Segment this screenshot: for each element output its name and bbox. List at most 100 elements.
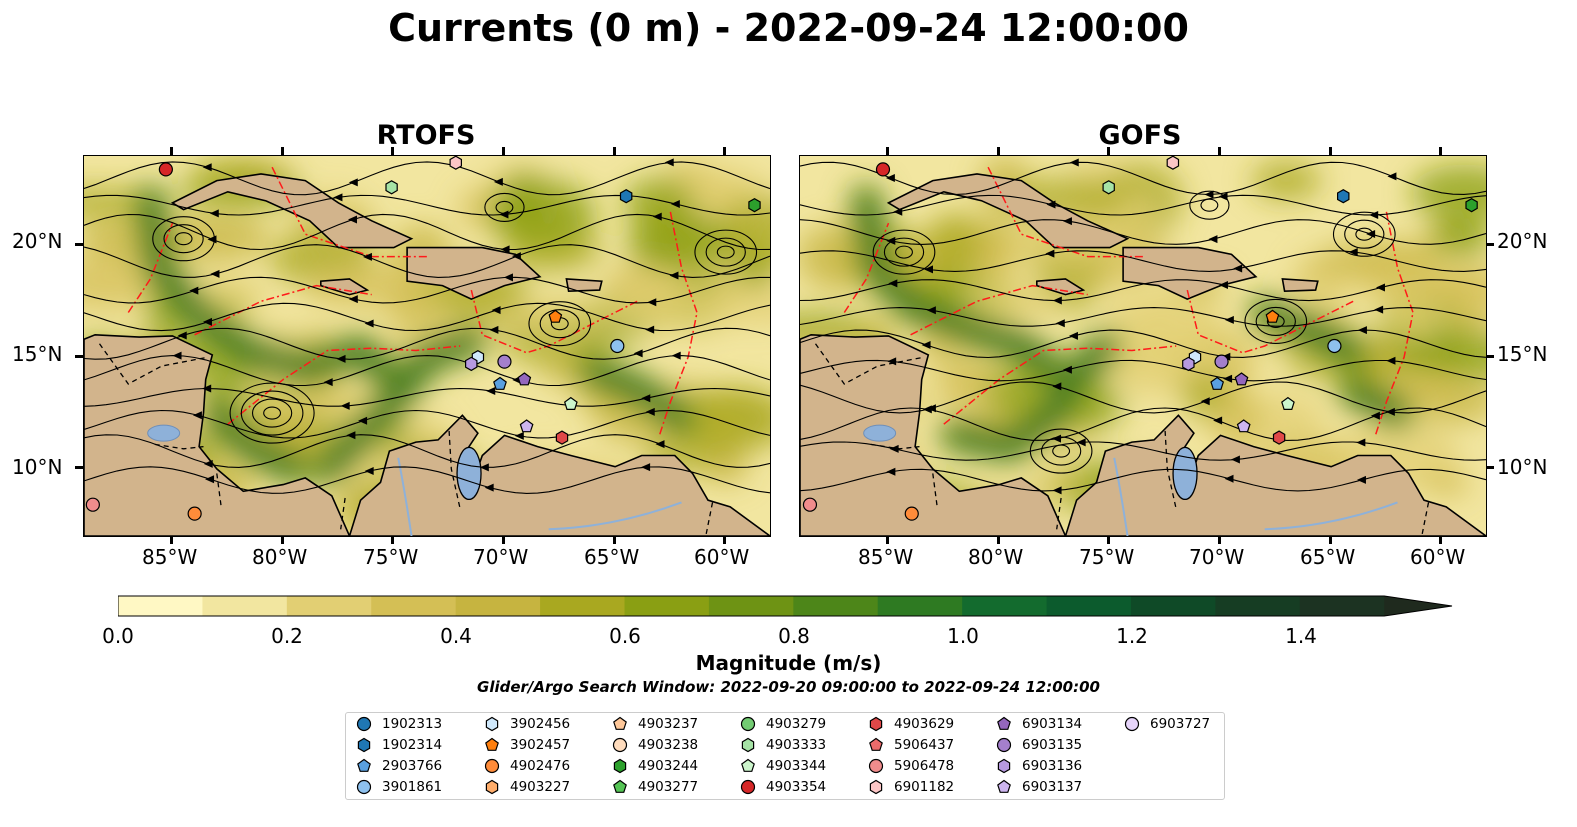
float-marker-4902476 [187, 506, 202, 521]
legend-item: 6903136 [996, 756, 1082, 776]
hexagon-marker-icon [869, 779, 883, 795]
legend-item: 6901182 [868, 777, 954, 797]
pentagon-marker-icon [357, 758, 371, 772]
circle-marker-icon [996, 737, 1012, 753]
legend-label: 4903333 [766, 737, 827, 753]
colorbar-segment [1046, 596, 1132, 616]
float-marker-6903136 [465, 356, 478, 372]
lon-tick-bottom [886, 536, 890, 544]
float-marker-3902457 [1265, 309, 1280, 323]
float-legend: 1902313 1902314 2903766 3901861 3902456 39024… [345, 712, 1225, 800]
lat-label-10n-right: 10°N [1497, 455, 1548, 479]
colorbar-segment [202, 596, 288, 616]
lon-label-80w-rtofs: 80°W [252, 545, 308, 569]
float-marker-2903766 [1210, 376, 1225, 390]
legend-item: 6903727 [1124, 714, 1210, 734]
lon-label-60w-rtofs: 60°W [694, 545, 750, 569]
colorbar-tick-0: 0.0 [102, 624, 134, 648]
lon-label-60w-gofs: 60°W [1410, 545, 1466, 569]
lat-tick-left [75, 466, 83, 470]
colorbar-gradient [117, 595, 1453, 617]
search-window-text: Glider/Argo Search Window: 2022-09-20 09… [477, 678, 1100, 696]
legend-item: 3902457 [484, 735, 570, 755]
lat-tick-right [1486, 466, 1494, 470]
lon-tick-bottom [996, 536, 1000, 544]
panel-title-rtofs: RTOFS [376, 120, 476, 151]
legend-label: 4903238 [638, 737, 699, 753]
float-marker-6903135 [497, 354, 512, 369]
float-marker-3901861 [1327, 338, 1342, 354]
float-marker-6903137 [519, 419, 534, 433]
hexagon-marker-icon [485, 779, 499, 795]
float-marker-6903136 [1182, 356, 1195, 372]
legend-label: 4902476 [510, 758, 571, 774]
map-gofs [799, 155, 1487, 537]
float-marker-4903344 [563, 396, 578, 410]
float-marker-4903333 [1102, 180, 1115, 195]
float-marker-4903244 [748, 198, 761, 213]
lat-tick-left [75, 354, 83, 358]
colorbar-segment [624, 596, 710, 616]
lon-tick-top [886, 147, 890, 155]
colorbar-segment [1215, 596, 1301, 616]
lon-tick-bottom [501, 536, 505, 544]
lon-tick-bottom [723, 536, 727, 544]
float-marker-3901861 [610, 338, 625, 354]
pentagon-marker-icon [997, 779, 1011, 793]
lon-tick-top [612, 147, 616, 155]
circle-marker-icon [868, 758, 884, 774]
lon-tick-top [1328, 147, 1332, 155]
circle-marker-icon [356, 779, 372, 795]
legend-label: 4903354 [766, 779, 827, 795]
float-marker-4903344 [1281, 396, 1295, 410]
legend-label: 6903135 [1022, 737, 1083, 753]
float-marker-4903354 [158, 162, 173, 177]
panel-title-gofs: GOFS [1098, 120, 1182, 151]
legend-item: 1902314 [356, 735, 442, 755]
float-marker-5906478 [802, 497, 818, 512]
legend-item: 4903237 [612, 714, 698, 734]
float-marker-4903354 [875, 162, 891, 177]
colorbar-tick-4: 0.8 [778, 624, 810, 648]
lat-tick-right [1486, 354, 1494, 358]
colorbar-segment [371, 596, 457, 616]
float-marker-6903134 [517, 372, 532, 386]
legend-label: 6903727 [1150, 716, 1211, 732]
float-marker-6903137 [1236, 419, 1251, 433]
float-marker-4903244 [1465, 198, 1478, 213]
float-marker-4903629 [1272, 430, 1286, 445]
legend-label: 6903136 [1022, 758, 1083, 774]
float-marker-3902457 [548, 309, 563, 323]
colorbar [117, 595, 1453, 617]
legend-item: 5906437 [868, 735, 954, 755]
lat-tick-right [1486, 242, 1494, 246]
legend-item: 4902476 [484, 756, 570, 776]
lat-label-10n-left: 10°N [12, 455, 63, 479]
legend-item: 4903279 [740, 714, 826, 734]
float-marker-6903134 [1234, 372, 1249, 386]
lon-tick-top [170, 147, 174, 155]
colorbar-segment [1130, 596, 1216, 616]
circle-marker-icon [612, 737, 628, 753]
colorbar-segment [708, 596, 794, 616]
colorbar-segment [118, 596, 203, 616]
float-marker-4902476 [904, 506, 919, 521]
legend-label: 3901861 [382, 779, 443, 795]
legend-label: 3902457 [510, 737, 571, 753]
float-marker-6903135 [1214, 354, 1229, 369]
hexagon-marker-icon [485, 716, 499, 732]
colorbar-tick-2: 0.4 [440, 624, 472, 648]
legend-item: 1902313 [356, 714, 442, 734]
lon-tick-top [391, 147, 395, 155]
circle-marker-icon [1124, 716, 1140, 732]
lon-tick-top [280, 147, 284, 155]
legend-item: 4903244 [612, 756, 698, 776]
lon-tick-top [996, 147, 1000, 155]
lat-label-20n-left: 20°N [12, 229, 63, 253]
legend-label: 4903629 [894, 716, 955, 732]
float-marker-4903629 [555, 430, 569, 445]
legend-item: 5906478 [868, 756, 954, 776]
lon-label-80w-gofs: 80°W [968, 545, 1024, 569]
lon-label-75w-rtofs: 75°W [363, 545, 419, 569]
float-marker-5906478 [85, 497, 100, 512]
